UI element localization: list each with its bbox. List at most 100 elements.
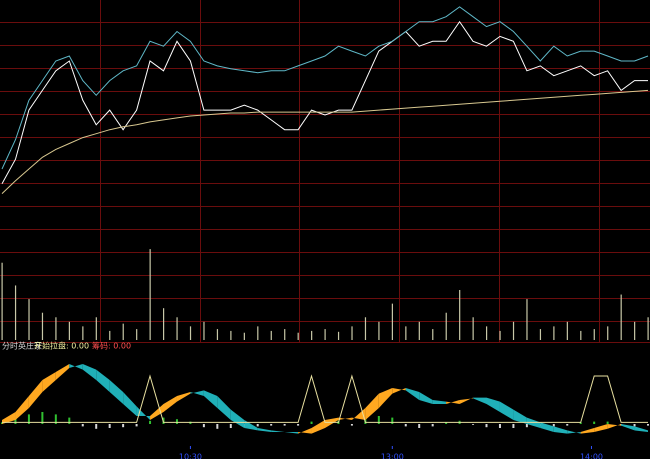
band-segment bbox=[298, 428, 312, 434]
volume-bar bbox=[486, 326, 488, 340]
volume-bar bbox=[284, 329, 286, 340]
volume-bar bbox=[512, 321, 515, 340]
volume-bar bbox=[189, 326, 192, 340]
band-segment bbox=[15, 396, 29, 420]
hist-bar bbox=[256, 424, 259, 427]
hist-bar bbox=[404, 424, 407, 427]
volume-bar bbox=[337, 331, 340, 340]
hist-bar bbox=[579, 422, 582, 424]
hist-bar bbox=[498, 424, 501, 428]
hist-bar bbox=[431, 424, 434, 427]
volume-bar bbox=[270, 330, 272, 340]
band-segment bbox=[123, 392, 137, 416]
band-segment bbox=[96, 369, 110, 392]
volume-bar bbox=[432, 329, 434, 340]
band-segment bbox=[607, 424, 622, 429]
band-segment bbox=[311, 420, 325, 434]
volume-bar bbox=[68, 321, 70, 340]
band-segment bbox=[567, 430, 581, 434]
band-segment bbox=[230, 409, 245, 428]
signal-line bbox=[2, 374, 648, 423]
volume-bar bbox=[41, 312, 44, 340]
band-segment bbox=[338, 417, 352, 420]
band-segment bbox=[540, 422, 554, 432]
x-tick-label: 13:00 bbox=[381, 453, 404, 459]
hist-bar bbox=[525, 424, 528, 428]
grid-cols bbox=[0, 0, 650, 343]
hist-bar bbox=[647, 424, 649, 426]
hist-bar bbox=[54, 414, 57, 424]
volume-bar bbox=[405, 326, 407, 340]
band-segment bbox=[513, 409, 527, 424]
band-segment bbox=[446, 400, 460, 404]
band-segment bbox=[42, 372, 56, 392]
hist-bar bbox=[297, 424, 300, 426]
hist-bar bbox=[391, 417, 394, 424]
annotation: 开始拉盘: 0.00 bbox=[34, 341, 89, 351]
volume-bar bbox=[499, 330, 501, 340]
volume-bar bbox=[136, 329, 138, 340]
hist-bar bbox=[202, 424, 205, 428]
volume-bar bbox=[418, 321, 420, 340]
hist-bar bbox=[229, 424, 232, 428]
hist-bar bbox=[270, 424, 273, 426]
band-segment bbox=[634, 426, 648, 432]
band-segment bbox=[473, 397, 487, 404]
volume-bar bbox=[364, 317, 367, 340]
volume-bar bbox=[176, 317, 178, 340]
hist-bar bbox=[14, 417, 17, 424]
volume-bar bbox=[580, 330, 582, 340]
hist-bar bbox=[512, 424, 515, 428]
volume-bar bbox=[526, 299, 528, 340]
hist-bar bbox=[27, 414, 30, 424]
band-segment bbox=[365, 393, 379, 420]
volume-bar bbox=[297, 332, 299, 340]
hist-bar bbox=[606, 421, 609, 424]
hist-bar bbox=[485, 424, 488, 428]
volume-bar bbox=[216, 329, 219, 340]
hist-bar bbox=[377, 416, 380, 424]
volume-bar bbox=[14, 285, 17, 340]
volume-bar bbox=[55, 317, 57, 340]
band-segment bbox=[55, 364, 70, 380]
hist-bar bbox=[310, 421, 313, 424]
volume-bar bbox=[566, 321, 568, 340]
band-segment bbox=[499, 401, 514, 420]
volume-bar bbox=[203, 321, 205, 340]
band-segment bbox=[432, 400, 447, 404]
hist-bar bbox=[350, 424, 353, 426]
volume-bar bbox=[311, 330, 313, 340]
hist-bar bbox=[593, 421, 596, 424]
volume-bar bbox=[553, 326, 555, 340]
volume-bar bbox=[95, 317, 97, 340]
hist-bar bbox=[552, 424, 555, 427]
hist-bar bbox=[633, 424, 636, 427]
band-segment bbox=[69, 364, 83, 370]
band-segment bbox=[163, 396, 177, 412]
volume-bar bbox=[1, 262, 3, 340]
x-tick-label: 10:30 bbox=[179, 453, 202, 459]
band-segment bbox=[82, 364, 97, 380]
hist-bar bbox=[41, 412, 44, 424]
band-segment bbox=[190, 390, 204, 396]
band-segment bbox=[594, 424, 608, 432]
volume-bar bbox=[445, 312, 447, 340]
volume-bar bbox=[243, 332, 245, 340]
volume-bar bbox=[28, 299, 30, 340]
volume-bar bbox=[539, 329, 542, 340]
hist-bar bbox=[445, 422, 448, 424]
indicator-title: 分时英庄家 bbox=[2, 341, 42, 351]
hist-bar bbox=[472, 424, 475, 425]
band-segment bbox=[392, 388, 406, 394]
volume-bar bbox=[109, 330, 111, 340]
price-line bbox=[1, 6, 649, 170]
band-segment bbox=[28, 380, 43, 408]
hist-bar bbox=[135, 424, 138, 427]
hist-bar bbox=[566, 424, 569, 426]
price-line bbox=[1, 89, 649, 194]
hist-bar bbox=[122, 424, 125, 428]
hist-bar bbox=[108, 424, 111, 428]
band-segment bbox=[459, 397, 474, 404]
x-tick-label: 14:00 bbox=[580, 453, 603, 459]
